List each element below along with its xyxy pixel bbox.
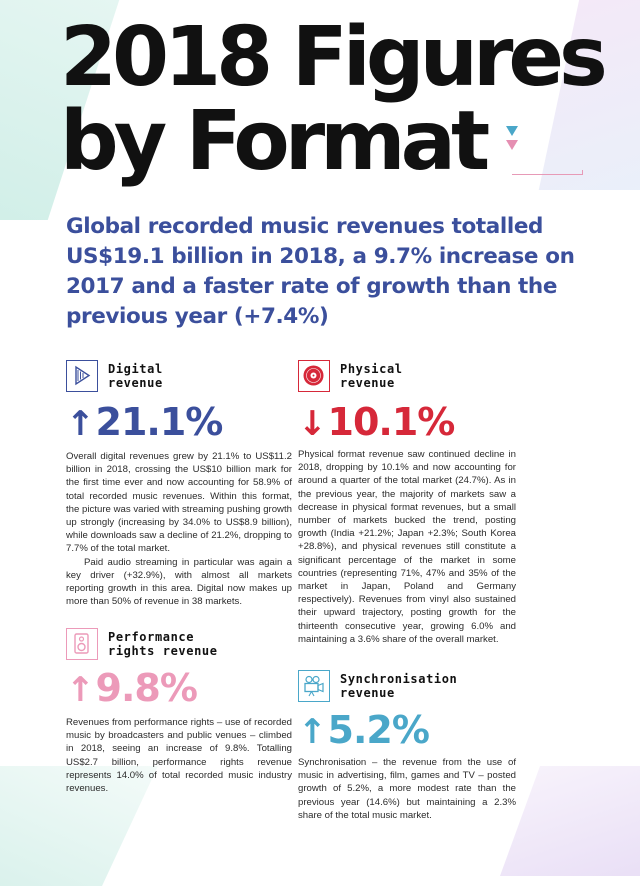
triangle-decoration-icon bbox=[506, 126, 518, 136]
digital-paragraph: Paid audio streaming in particular was a… bbox=[66, 556, 292, 608]
page-subtitle: Global recorded music revenues totalled … bbox=[66, 214, 575, 329]
vinyl-record-icon bbox=[298, 360, 330, 392]
physical-header: Physical revenue bbox=[298, 360, 516, 394]
performance-header: Performance rights revenue bbox=[66, 628, 292, 662]
play-icon bbox=[66, 360, 98, 392]
performance-figure-value: 9.8% bbox=[95, 666, 198, 710]
synchronisation-paragraph: Synchronisation – the revenue from the u… bbox=[298, 757, 516, 821]
speaker-icon bbox=[66, 628, 98, 660]
synchronisation-figure-value: 5.2% bbox=[327, 708, 430, 752]
performance-body: Revenues from performance rights – use o… bbox=[66, 716, 292, 795]
physical-figure-value: 10.1% bbox=[327, 400, 456, 444]
performance-title-line: rights revenue bbox=[108, 644, 218, 658]
digital-figure-value: 21.1% bbox=[95, 400, 224, 444]
page-title-line: by Format bbox=[60, 94, 490, 189]
synchronisation-title-line: revenue bbox=[340, 686, 395, 700]
arrow-up-icon: ↑ bbox=[66, 404, 94, 444]
film-camera-icon bbox=[298, 670, 330, 702]
digital-section: Digital revenue ↑21.1% Overall digital r… bbox=[66, 360, 292, 620]
physical-section: Physical revenue ↓10.1% Physical format … bbox=[298, 360, 516, 660]
background-shape bbox=[499, 766, 640, 876]
synchronisation-title: Synchronisation revenue bbox=[340, 672, 457, 700]
performance-title-line: Performance bbox=[108, 630, 195, 644]
synchronisation-header: Synchronisation revenue bbox=[298, 670, 516, 704]
performance-title: Performance rights revenue bbox=[108, 630, 218, 658]
physical-paragraph: Physical format revenue saw continued de… bbox=[298, 449, 516, 645]
digital-paragraph: Overall digital revenues grew by 21.1% t… bbox=[66, 451, 292, 555]
arrow-up-icon: ↑ bbox=[298, 712, 326, 752]
synchronisation-section: Synchronisation revenue ↑5.2% Synchronis… bbox=[298, 670, 516, 830]
digital-header: Digital revenue bbox=[66, 360, 292, 394]
physical-body: Physical format revenue saw continued de… bbox=[298, 448, 516, 646]
performance-section: Performance rights revenue ↑9.8% Revenue… bbox=[66, 628, 292, 794]
digital-title: Digital revenue bbox=[108, 362, 163, 390]
arrow-up-icon: ↑ bbox=[66, 670, 94, 710]
page-title: 2018 Figures by Format bbox=[60, 10, 608, 189]
triangle-decoration-icon bbox=[506, 140, 518, 150]
physical-title-line: Physical bbox=[340, 362, 403, 376]
digital-body: Overall digital revenues grew by 21.1% t… bbox=[66, 450, 292, 608]
physical-figure: ↓10.1% bbox=[298, 400, 456, 444]
synchronisation-title-line: Synchronisation bbox=[340, 672, 458, 686]
arrow-down-icon: ↓ bbox=[298, 404, 326, 444]
physical-title: Physical revenue bbox=[340, 362, 403, 390]
performance-figure: ↑9.8% bbox=[66, 666, 198, 710]
synchronisation-figure: ↑5.2% bbox=[298, 708, 430, 752]
digital-figure: ↑21.1% bbox=[66, 400, 224, 444]
decorative-line bbox=[512, 170, 583, 175]
page-title-line: 2018 Figures bbox=[60, 10, 608, 105]
synchronisation-body: Synchronisation – the revenue from the u… bbox=[298, 756, 516, 822]
performance-paragraph: Revenues from performance rights – use o… bbox=[66, 717, 292, 795]
digital-title-line: Digital bbox=[108, 362, 163, 376]
digital-title-line: revenue bbox=[108, 376, 163, 390]
physical-title-line: revenue bbox=[340, 376, 395, 390]
